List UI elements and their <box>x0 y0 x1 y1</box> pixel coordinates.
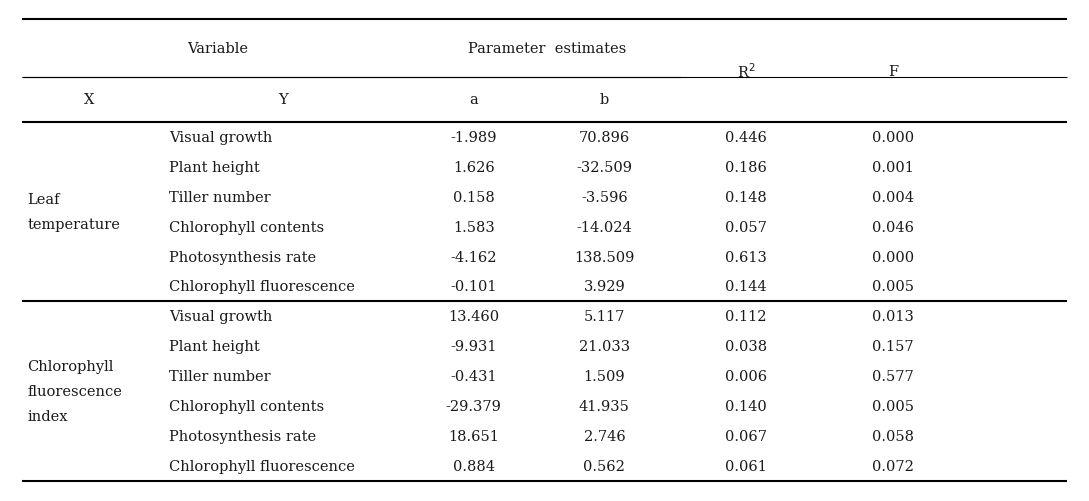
Text: 0.057: 0.057 <box>725 220 767 234</box>
Text: F: F <box>888 65 898 78</box>
Text: -32.509: -32.509 <box>576 160 633 174</box>
Text: R$^2$: R$^2$ <box>736 62 756 81</box>
Text: 0.072: 0.072 <box>872 459 914 473</box>
Text: Visual growth: Visual growth <box>169 310 272 324</box>
Text: 0.158: 0.158 <box>453 190 494 204</box>
Text: 0.884: 0.884 <box>453 459 494 473</box>
Text: 0.577: 0.577 <box>872 370 914 383</box>
Text: 0.061: 0.061 <box>725 459 767 473</box>
Text: 0.038: 0.038 <box>725 340 767 354</box>
Text: 0.112: 0.112 <box>725 310 767 324</box>
Text: 0.000: 0.000 <box>872 250 914 264</box>
Text: 5.117: 5.117 <box>584 310 625 324</box>
Text: 0.001: 0.001 <box>872 160 914 174</box>
Text: 18.651: 18.651 <box>449 429 499 443</box>
Text: -4.162: -4.162 <box>451 250 497 264</box>
Text: -0.101: -0.101 <box>451 280 497 294</box>
Text: 1.509: 1.509 <box>584 370 625 383</box>
Text: 13.460: 13.460 <box>449 310 499 324</box>
Text: Plant height: Plant height <box>169 340 259 354</box>
Text: b: b <box>600 93 609 107</box>
Text: 41.935: 41.935 <box>579 399 629 413</box>
Text: Photosynthesis rate: Photosynthesis rate <box>169 429 316 443</box>
Text: 0.058: 0.058 <box>872 429 914 443</box>
Text: 21.033: 21.033 <box>579 340 629 354</box>
Text: -1.989: -1.989 <box>451 131 497 145</box>
Text: 0.067: 0.067 <box>725 429 767 443</box>
Text: 0.140: 0.140 <box>725 399 767 413</box>
Text: Chlorophyll fluorescence: Chlorophyll fluorescence <box>169 280 355 294</box>
Text: Chlorophyll contents: Chlorophyll contents <box>169 399 323 413</box>
Text: Leaf
temperature: Leaf temperature <box>27 193 120 232</box>
Text: -9.931: -9.931 <box>451 340 497 354</box>
Text: 0.186: 0.186 <box>725 160 767 174</box>
Text: 0.006: 0.006 <box>725 370 767 383</box>
Text: 0.148: 0.148 <box>725 190 767 204</box>
Text: 0.000: 0.000 <box>872 131 914 145</box>
Text: 0.613: 0.613 <box>725 250 767 264</box>
Text: a: a <box>469 93 478 107</box>
Text: 0.004: 0.004 <box>872 190 914 204</box>
Text: 0.046: 0.046 <box>872 220 914 234</box>
Text: 0.446: 0.446 <box>725 131 767 145</box>
Text: Tiller number: Tiller number <box>169 190 270 204</box>
Text: Parameter  estimates: Parameter estimates <box>468 42 626 56</box>
Text: -14.024: -14.024 <box>576 220 633 234</box>
Text: 0.144: 0.144 <box>725 280 767 294</box>
Text: Chlorophyll contents: Chlorophyll contents <box>169 220 323 234</box>
Text: Photosynthesis rate: Photosynthesis rate <box>169 250 316 264</box>
Text: 1.626: 1.626 <box>453 160 494 174</box>
Text: 70.896: 70.896 <box>578 131 631 145</box>
Text: Chlorophyll
fluorescence
index: Chlorophyll fluorescence index <box>27 360 122 423</box>
Text: 3.929: 3.929 <box>584 280 625 294</box>
Text: 2.746: 2.746 <box>584 429 625 443</box>
Text: -3.596: -3.596 <box>582 190 627 204</box>
Text: Plant height: Plant height <box>169 160 259 174</box>
Text: X: X <box>84 93 95 107</box>
Text: -29.379: -29.379 <box>445 399 502 413</box>
Text: 0.005: 0.005 <box>872 399 914 413</box>
Text: Tiller number: Tiller number <box>169 370 270 383</box>
Text: Visual growth: Visual growth <box>169 131 272 145</box>
Text: 0.562: 0.562 <box>584 459 625 473</box>
Text: 138.509: 138.509 <box>574 250 635 264</box>
Text: 0.157: 0.157 <box>872 340 914 354</box>
Text: Y: Y <box>279 93 287 107</box>
Text: 0.013: 0.013 <box>872 310 914 324</box>
Text: Chlorophyll fluorescence: Chlorophyll fluorescence <box>169 459 355 473</box>
Text: 0.005: 0.005 <box>872 280 914 294</box>
Text: -0.431: -0.431 <box>451 370 497 383</box>
Text: 1.583: 1.583 <box>453 220 494 234</box>
Text: Variable: Variable <box>187 42 248 56</box>
